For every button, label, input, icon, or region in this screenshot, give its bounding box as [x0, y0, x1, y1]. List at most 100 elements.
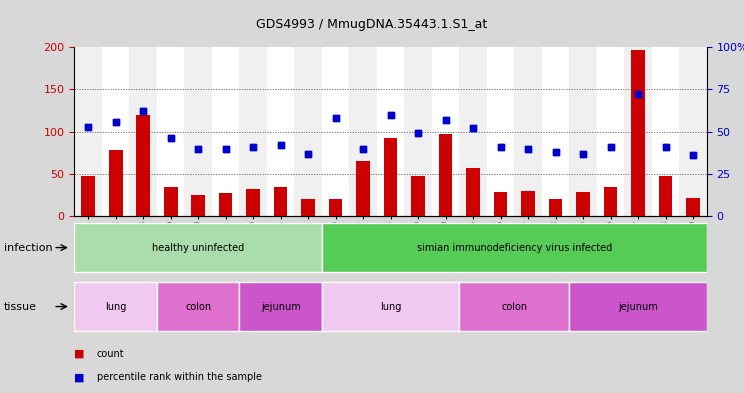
Point — [275, 142, 286, 148]
Bar — [129, 47, 157, 216]
Text: colon: colon — [501, 301, 527, 312]
Point — [687, 152, 699, 158]
Bar — [576, 193, 590, 216]
Bar — [494, 192, 507, 216]
Bar — [212, 47, 240, 216]
Bar — [267, 47, 295, 216]
Point — [522, 145, 534, 152]
Bar — [136, 115, 150, 216]
Bar — [603, 187, 618, 216]
Point — [632, 91, 644, 97]
Text: percentile rank within the sample: percentile rank within the sample — [97, 372, 262, 382]
Text: lung: lung — [380, 301, 401, 312]
Point — [660, 144, 672, 150]
Text: GDS4993 / MmugDNA.35443.1.S1_at: GDS4993 / MmugDNA.35443.1.S1_at — [257, 18, 487, 31]
Bar — [686, 198, 700, 216]
Point — [82, 123, 94, 130]
Point — [550, 149, 562, 155]
Bar — [411, 176, 425, 216]
Bar — [356, 161, 370, 216]
Bar — [74, 282, 157, 331]
Bar — [164, 187, 178, 216]
Bar — [603, 187, 618, 216]
Point — [385, 112, 397, 118]
Point — [109, 118, 121, 125]
Bar — [301, 199, 315, 216]
Point — [219, 145, 231, 152]
Bar — [301, 199, 315, 216]
Bar — [274, 187, 287, 216]
Bar — [514, 47, 542, 216]
Point — [577, 151, 589, 157]
Text: ■: ■ — [74, 349, 85, 359]
Point — [605, 144, 617, 150]
Bar — [377, 47, 404, 216]
Bar — [522, 191, 535, 216]
Point — [412, 130, 424, 136]
Bar — [74, 223, 322, 272]
Bar — [439, 134, 452, 216]
Bar — [597, 47, 624, 216]
Bar — [295, 47, 322, 216]
Point — [302, 151, 314, 157]
Bar — [329, 199, 342, 216]
Bar — [164, 187, 178, 216]
Bar — [686, 198, 700, 216]
Bar — [652, 47, 679, 216]
Bar — [466, 168, 480, 216]
Bar — [246, 189, 260, 216]
Bar — [191, 195, 205, 216]
Bar — [322, 282, 459, 331]
Point — [192, 145, 204, 152]
Bar — [569, 47, 597, 216]
Bar — [658, 176, 673, 216]
Bar — [624, 47, 652, 216]
Point — [467, 125, 479, 131]
Bar — [631, 50, 645, 216]
Point — [247, 144, 259, 150]
Bar — [329, 199, 342, 216]
Point — [522, 145, 534, 152]
Point — [247, 144, 259, 150]
Bar — [246, 189, 260, 216]
Text: count: count — [97, 349, 124, 359]
Bar — [432, 47, 459, 216]
Point — [577, 151, 589, 157]
Bar — [240, 282, 322, 331]
Bar — [322, 223, 707, 272]
Point — [164, 135, 176, 141]
Point — [219, 145, 231, 152]
Text: colon: colon — [185, 301, 211, 312]
Point — [440, 117, 452, 123]
Point — [660, 144, 672, 150]
Bar — [185, 47, 212, 216]
Text: infection: infection — [4, 242, 52, 253]
Point — [330, 115, 341, 121]
Point — [385, 112, 397, 118]
Bar — [322, 47, 350, 216]
Bar — [384, 138, 397, 216]
Bar — [219, 193, 233, 216]
Point — [137, 108, 149, 114]
Point — [412, 130, 424, 136]
Text: jejunum: jejunum — [618, 301, 658, 312]
Bar — [631, 50, 645, 216]
Bar — [136, 115, 150, 216]
Point — [632, 91, 644, 97]
Bar — [404, 47, 432, 216]
Point — [495, 144, 507, 150]
Text: tissue: tissue — [4, 301, 36, 312]
Bar — [494, 192, 507, 216]
Bar — [109, 150, 123, 216]
Text: healthy uninfected: healthy uninfected — [152, 242, 244, 253]
Bar — [102, 47, 129, 216]
Point — [467, 125, 479, 131]
Point — [109, 118, 121, 125]
Bar — [569, 282, 707, 331]
Bar — [191, 195, 205, 216]
Point — [605, 144, 617, 150]
Bar — [384, 138, 397, 216]
Point — [137, 108, 149, 114]
Bar — [679, 47, 707, 216]
Point — [330, 115, 341, 121]
